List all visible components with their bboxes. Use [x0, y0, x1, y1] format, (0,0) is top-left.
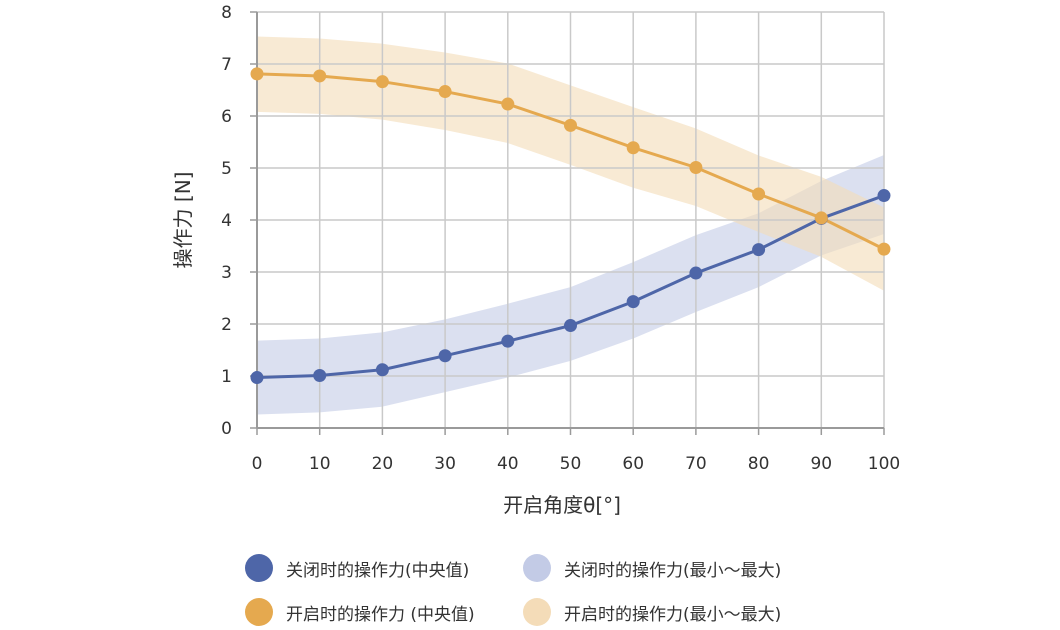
series-0-point-10	[877, 189, 891, 203]
x-tick-label-9: 90	[810, 454, 832, 474]
series-0-point-8	[752, 243, 766, 257]
x-tick-label-7: 70	[685, 454, 707, 474]
series-1-point-1	[313, 69, 327, 83]
y-tick-label-5: 5	[221, 159, 232, 179]
series-1-point-2	[375, 75, 389, 89]
series-1-point-9	[814, 211, 828, 225]
series-0-point-1	[313, 368, 327, 382]
y-tick-label-4: 4	[221, 211, 232, 231]
series-1-point-5	[564, 118, 577, 132]
y-tick-label-3: 3	[221, 263, 232, 283]
series-1-point-3	[438, 85, 452, 99]
y-tick-label-2: 2	[221, 315, 232, 335]
y-tick-label-7: 7	[221, 55, 232, 75]
x-tick-label-8: 80	[748, 454, 770, 474]
series-1-point-7	[689, 160, 703, 174]
series-0-point-0	[250, 371, 264, 385]
series-1-point-6	[626, 141, 640, 155]
x-tick-label-0: 0	[252, 454, 263, 474]
y-tick-label-8: 8	[221, 3, 232, 23]
series-1-point-8	[752, 187, 766, 201]
series-1-point-4	[501, 97, 515, 111]
series-0-point-3	[438, 349, 452, 363]
y-axis-ticks: 0 1 2 3 4 5 6 7 8	[221, 3, 232, 439]
x-tick-label-4: 40	[497, 454, 519, 474]
series-0-point-2	[375, 363, 389, 377]
y-tick-label-1: 1	[221, 367, 232, 387]
grid-lines	[250, 11, 885, 435]
x-tick-label-10: 100	[868, 454, 900, 474]
y-tick-label-0: 0	[221, 419, 232, 439]
x-axis-title: 开启角度θ[°]	[503, 493, 621, 517]
x-tick-label-5: 50	[560, 454, 582, 474]
range-band-0	[257, 155, 884, 415]
series-0-point-7	[689, 266, 703, 280]
x-tick-label-2: 20	[372, 454, 394, 474]
y-tick-label-6: 6	[221, 107, 232, 127]
series-0-point-4	[501, 334, 515, 348]
y-axis-title: 操作力 [N]	[171, 172, 195, 269]
series-0-point-5	[564, 319, 577, 333]
series-1-point-10	[877, 242, 891, 256]
x-tick-label-3: 30	[434, 454, 456, 474]
x-tick-label-6: 60	[622, 454, 644, 474]
x-axis-ticks: 0 10 20 30 40 50 60 70 80 90 100	[252, 454, 901, 474]
x-tick-label-1: 10	[309, 454, 331, 474]
median-points	[250, 67, 891, 385]
series-0-point-6	[626, 295, 640, 309]
series-1-point-0	[250, 67, 264, 81]
